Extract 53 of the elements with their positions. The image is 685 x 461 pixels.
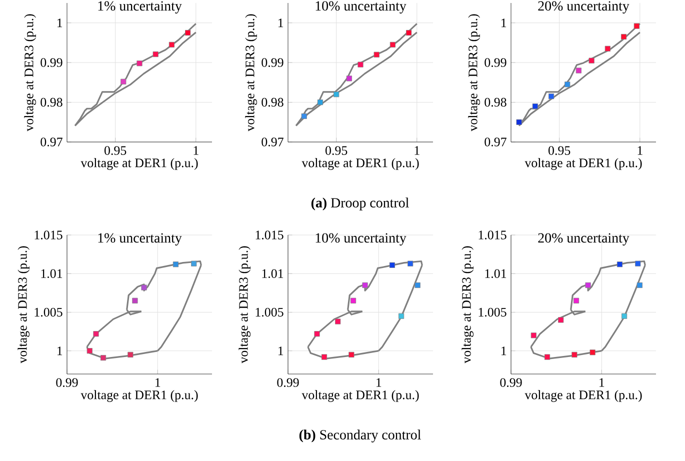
y-tick-label: 1 xyxy=(57,18,62,28)
x-tick-label: 0.95 xyxy=(548,146,570,155)
y-tick-label: 1.005 xyxy=(478,308,506,317)
x-tick-label: 0.95 xyxy=(104,146,126,155)
x-tick-label: 1 xyxy=(194,146,198,155)
y-tick-label: 1.01 xyxy=(485,269,506,278)
y-tick-label: 1.015 xyxy=(256,230,284,240)
chart-title: 20% uncertainty xyxy=(538,233,630,246)
x-axis-title: voltage at DER1 (p.u.) xyxy=(80,390,198,402)
x-axis-title: voltage at DER1 (p.u.) xyxy=(80,158,198,170)
x-tick-label: 1 xyxy=(600,378,604,387)
x-tick-label: 1 xyxy=(376,378,382,387)
y-tick-label: 0.99 xyxy=(484,58,506,67)
y-tick-label: 1.005 xyxy=(34,308,62,317)
y-tick-label: 1 xyxy=(57,346,62,356)
y-axis-title: voltage at DER3 (p.u.) xyxy=(18,246,30,364)
chart-title: 20% uncertainty xyxy=(538,1,630,14)
y-tick-label: 1.01 xyxy=(262,269,284,278)
y-axis-title: voltage at DER3 (p.u.) xyxy=(238,246,251,364)
y-axis-title: voltage at DER3 (p.u.) xyxy=(468,14,480,132)
y-tick-label: 1 xyxy=(501,346,506,356)
y-tick-label: 1 xyxy=(501,18,506,28)
text: (b) Secondary control xyxy=(299,430,421,442)
chart-title: 1% uncertainty xyxy=(98,233,182,246)
chart-title: 10% uncertainty xyxy=(316,1,406,14)
y-tick-label: 1.015 xyxy=(34,230,62,240)
y-tick-label: 0.98 xyxy=(484,98,506,107)
y-axis-title: voltage at DER3 (p.u.) xyxy=(462,246,474,364)
x-tick-label: 0.95 xyxy=(326,146,348,155)
x-axis-title: voltage at DER1 (p.u.) xyxy=(524,390,642,402)
y-tick-label: 1.015 xyxy=(478,230,506,240)
x-axis-title: voltage at DER1 (p.u.) xyxy=(524,158,642,170)
y-tick-label: 1 xyxy=(278,346,284,356)
x-tick-label: 1 xyxy=(638,146,642,155)
y-tick-label: 0.98 xyxy=(262,98,284,107)
x-tick-label: 1 xyxy=(414,146,420,155)
y-tick-label: 0.97 xyxy=(484,138,506,146)
y-tick-label: 1.005 xyxy=(256,308,284,317)
y-tick-label: 0.97 xyxy=(40,138,62,146)
y-tick-label: 0.99 xyxy=(262,58,284,67)
y-tick-label: 0.99 xyxy=(40,58,62,67)
x-axis-title: voltage at DER1 (p.u.) xyxy=(302,158,419,170)
y-tick-label: 0.97 xyxy=(262,138,284,146)
y-tick-label: 1 xyxy=(278,18,284,28)
y-axis-title: voltage at DER3 (p.u.) xyxy=(245,14,257,132)
x-tick-label: 1 xyxy=(156,378,160,387)
y-tick-label: 1.01 xyxy=(41,269,62,278)
text: (a) Droop control xyxy=(311,198,409,210)
chart-title: 10% uncertainty xyxy=(316,233,406,246)
x-axis-title: voltage at DER1 (p.u.) xyxy=(302,390,419,402)
chart-title: 1% uncertainty xyxy=(98,1,182,14)
y-tick-label: 0.98 xyxy=(40,98,62,107)
y-axis-title: voltage at DER3 (p.u.) xyxy=(24,14,36,132)
